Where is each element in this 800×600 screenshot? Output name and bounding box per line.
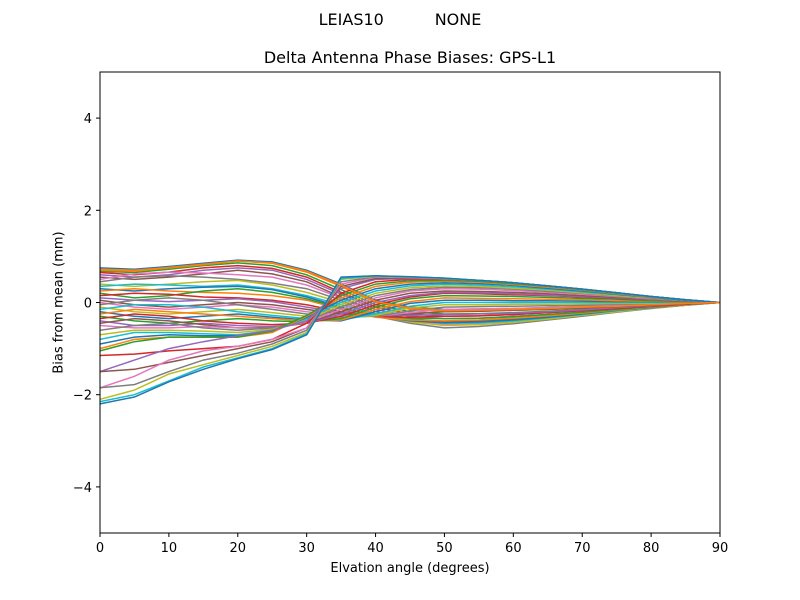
x-tick-label: 80: [643, 541, 660, 556]
series-line: [99, 275, 721, 405]
x-axis-ticks: 0 10 20 30 40 50 60 70 80 90: [96, 533, 728, 556]
series-line: [99, 297, 721, 319]
series-line: [99, 299, 721, 322]
y-tick-label: −2: [73, 389, 92, 404]
y-tick-label: 0: [84, 297, 92, 312]
y-axis-label: Bias from mean (mm): [51, 231, 67, 374]
y-tick-label: −4: [73, 481, 92, 496]
x-tick-label: 40: [367, 541, 384, 556]
x-axis-label: Elvation angle (degrees): [330, 561, 490, 576]
chart-title: Delta Antenna Phase Biases: GPS-L1: [263, 48, 557, 67]
figure-suptitle: LEIAS10 NONE: [318, 10, 482, 29]
series-line: [99, 297, 721, 322]
x-tick-label: 20: [230, 541, 247, 556]
x-tick-label: 50: [436, 541, 453, 556]
series-line: [99, 287, 721, 320]
series-line: [99, 285, 721, 336]
series-line: [99, 301, 720, 321]
data-lines: [99, 259, 721, 405]
y-axis-ticks: −4 −2 0 2 4: [73, 112, 100, 496]
x-tick-label: 60: [505, 541, 522, 556]
x-tick-label: 90: [712, 541, 729, 556]
x-tick-label: 0: [96, 541, 104, 556]
series-line: [99, 290, 721, 329]
series-line: [99, 260, 721, 312]
series-line: [99, 292, 721, 319]
x-tick-label: 10: [161, 541, 178, 556]
y-tick-label: 2: [84, 204, 92, 219]
series-line: [99, 279, 721, 327]
y-tick-label: 4: [84, 112, 92, 127]
x-tick-label: 30: [298, 541, 315, 556]
x-tick-label: 70: [574, 541, 591, 556]
